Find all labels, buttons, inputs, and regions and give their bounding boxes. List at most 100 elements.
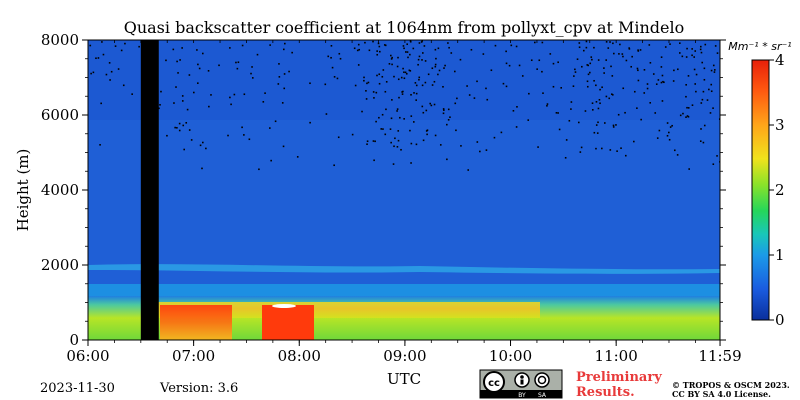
colorbar-tick-label: 4 xyxy=(775,51,785,69)
noise-speckle xyxy=(409,70,412,72)
noise-speckle xyxy=(694,50,697,52)
noise-speckle xyxy=(406,51,409,53)
noise-speckle xyxy=(283,73,286,75)
noise-speckle xyxy=(536,68,538,70)
noise-speckle xyxy=(410,142,413,145)
noise-speckle xyxy=(593,79,595,82)
noise-speckle xyxy=(366,82,368,85)
noise-speckle xyxy=(95,57,97,60)
noise-speckle xyxy=(158,107,160,110)
noise-speckle xyxy=(515,126,518,128)
noise-speckle xyxy=(363,79,365,82)
noise-speckle xyxy=(603,67,605,69)
lofted-layer xyxy=(88,264,720,274)
noise-speckle xyxy=(482,53,485,55)
noise-speckle xyxy=(397,78,400,81)
noise-speckle xyxy=(701,98,704,101)
noise-speckle xyxy=(636,67,639,70)
noise-speckle xyxy=(384,133,387,136)
noise-speckle xyxy=(412,47,415,50)
noise-speckle xyxy=(682,112,684,115)
noise-speckle xyxy=(598,98,601,101)
noise-speckle xyxy=(373,159,375,162)
noise-speckle xyxy=(172,48,175,51)
noise-speckle xyxy=(508,64,511,67)
noise-speckle xyxy=(639,49,642,51)
noise-speckle xyxy=(333,164,335,167)
noise-speckle xyxy=(611,75,614,77)
noise-speckle xyxy=(418,55,421,58)
noise-speckle xyxy=(406,43,408,46)
noise-speckle xyxy=(558,128,561,131)
noise-speckle xyxy=(413,121,415,123)
noise-speckle xyxy=(404,71,407,74)
noise-speckle xyxy=(385,81,388,83)
noise-speckle xyxy=(669,126,672,128)
x-tick-label: 08:00 xyxy=(278,347,321,365)
noise-speckle xyxy=(611,93,613,95)
noise-speckle xyxy=(390,54,392,57)
noise-speckle xyxy=(393,75,395,78)
noise-speckle xyxy=(443,109,445,111)
noise-speckle xyxy=(706,99,709,101)
noise-speckle xyxy=(668,131,670,134)
noise-speckle xyxy=(409,53,411,56)
noise-speckle xyxy=(102,53,105,56)
noise-speckle xyxy=(89,44,92,47)
noise-speckle xyxy=(284,42,286,45)
noise-speckle xyxy=(612,124,615,127)
license-sa-text: SA xyxy=(538,392,547,399)
noise-speckle xyxy=(357,64,360,66)
noise-speckle xyxy=(714,45,717,47)
noise-speckle xyxy=(688,168,690,170)
noise-speckle xyxy=(403,77,406,80)
noise-speckle xyxy=(612,126,615,128)
heatmap-plot-area xyxy=(88,40,720,340)
noise-speckle xyxy=(357,43,360,46)
noise-speckle xyxy=(447,108,450,111)
noise-speckle xyxy=(372,91,375,93)
noise-speckle xyxy=(444,64,446,67)
footer-date: 2023-11-30 xyxy=(40,381,115,396)
noise-speckle xyxy=(443,67,445,69)
noise-speckle xyxy=(270,159,272,162)
noise-speckle xyxy=(685,95,687,98)
noise-speckle xyxy=(578,42,581,44)
noise-speckle xyxy=(552,62,555,65)
noise-speckle xyxy=(442,112,445,115)
noise-speckle xyxy=(277,83,280,85)
noise-speckle xyxy=(282,48,285,51)
cc-icon xyxy=(483,371,505,393)
noise-speckle xyxy=(430,104,433,107)
noise-speckle xyxy=(607,47,610,49)
noise-speckle xyxy=(530,59,533,62)
noise-speckle xyxy=(251,77,254,79)
noise-speckle xyxy=(658,129,661,132)
noise-speckle xyxy=(636,107,638,109)
preliminary-line2: Results. xyxy=(576,385,635,400)
noise-speckle xyxy=(160,90,162,93)
noise-speckle xyxy=(595,101,598,103)
footer-version: Version: 3.6 xyxy=(159,381,238,396)
noise-speckle xyxy=(174,126,176,129)
heatmap-upper-shading xyxy=(88,40,720,120)
noise-speckle xyxy=(685,116,687,118)
noise-speckle xyxy=(408,69,411,72)
colorbar xyxy=(751,59,770,321)
noise-speckle xyxy=(396,146,399,148)
noise-speckle xyxy=(518,64,521,67)
noise-speckle xyxy=(429,102,431,105)
noise-speckle xyxy=(589,62,592,65)
noise-speckle xyxy=(327,55,330,58)
noise-speckle xyxy=(613,52,615,55)
noise-speckle xyxy=(418,76,421,79)
noise-speckle xyxy=(512,109,515,112)
x-tick-label: 11:00 xyxy=(595,347,638,365)
noise-speckle xyxy=(479,150,481,153)
preliminary-line1: Preliminary xyxy=(576,370,662,385)
noise-speckle xyxy=(392,163,395,165)
noise-speckle xyxy=(178,129,181,132)
noise-speckle xyxy=(208,105,210,108)
noise-speckle xyxy=(325,113,328,115)
noise-speckle xyxy=(309,82,311,85)
